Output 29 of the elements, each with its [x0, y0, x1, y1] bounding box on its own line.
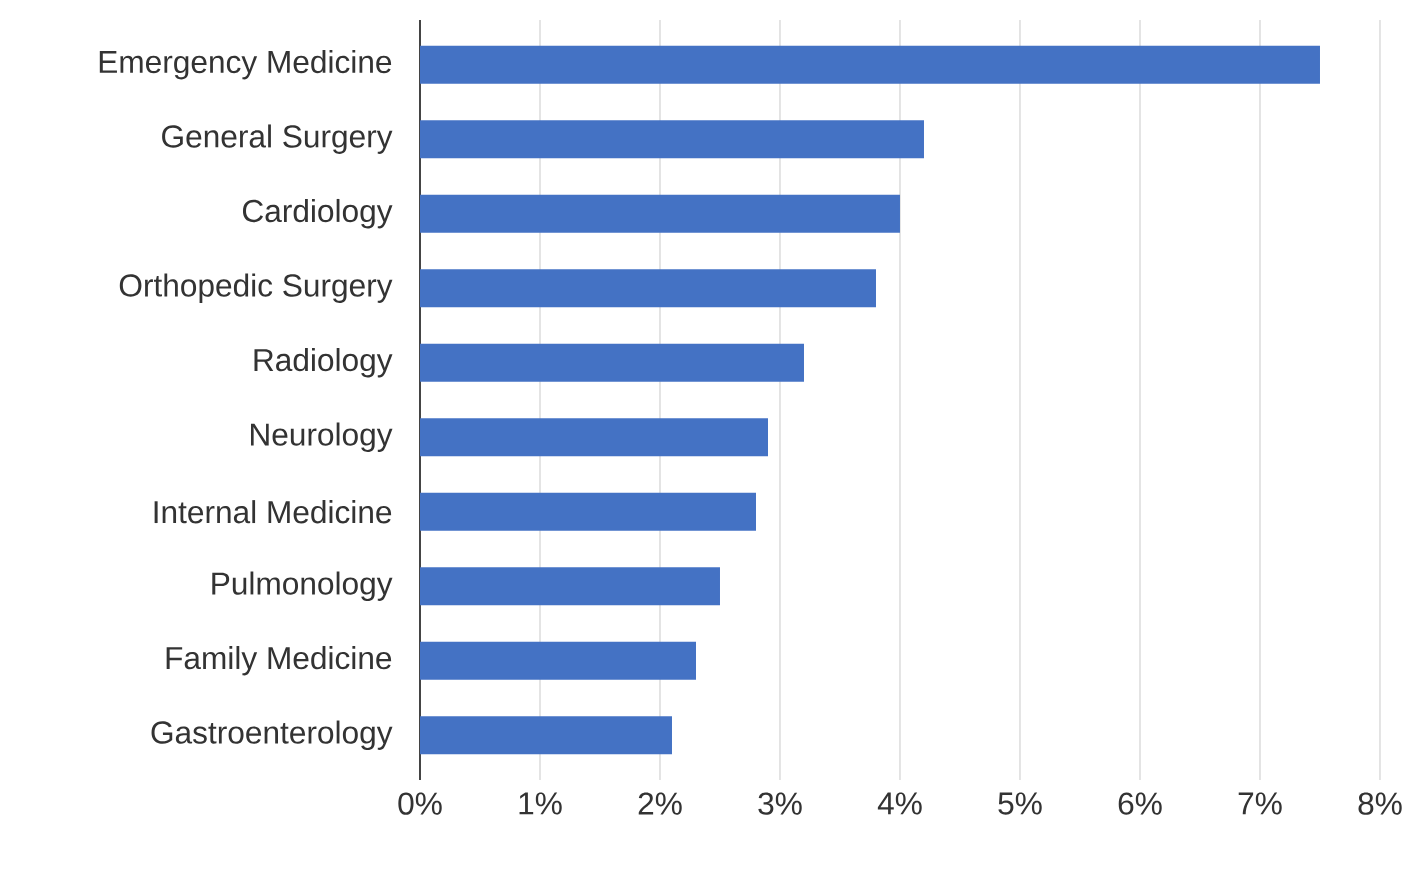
x-tick-label: 3% [758, 792, 802, 815]
bar [420, 343, 804, 382]
y-tick-label: Radiology [254, 347, 393, 378]
bar [420, 194, 900, 233]
x-tick-label: 5% [998, 792, 1042, 815]
bar [420, 492, 756, 531]
bar [420, 716, 672, 755]
x-tick-label: 0% [398, 792, 442, 815]
x-tick-label: 7% [1238, 792, 1282, 815]
bar [420, 269, 876, 308]
bar [420, 45, 1320, 84]
bar [420, 120, 924, 159]
y-tick-label: Internal Medicine [154, 500, 392, 524]
y-tick-label: Cardiology [242, 198, 393, 229]
y-tick-label: Orthopedic Surgery [119, 273, 393, 303]
y-tick-label: Neurology [251, 422, 393, 452]
x-tick-label: 4% [877, 792, 922, 815]
bar [420, 567, 720, 606]
x-tick-label: 6% [1118, 792, 1162, 815]
x-tick-label: 8% [1358, 792, 1402, 815]
x-tick-label: 1% [519, 792, 562, 815]
y-tick-label: Pulmonology [212, 571, 393, 601]
y-tick-label: General Surgery [162, 124, 393, 154]
y-tick-label: Emergency Medicine [99, 49, 392, 80]
y-tick-label: Gastroenterology [151, 720, 393, 751]
x-tick-label: 2% [638, 792, 682, 815]
y-tick-label: Family Medicine [166, 646, 392, 676]
bar [420, 418, 768, 457]
bar [420, 641, 696, 680]
